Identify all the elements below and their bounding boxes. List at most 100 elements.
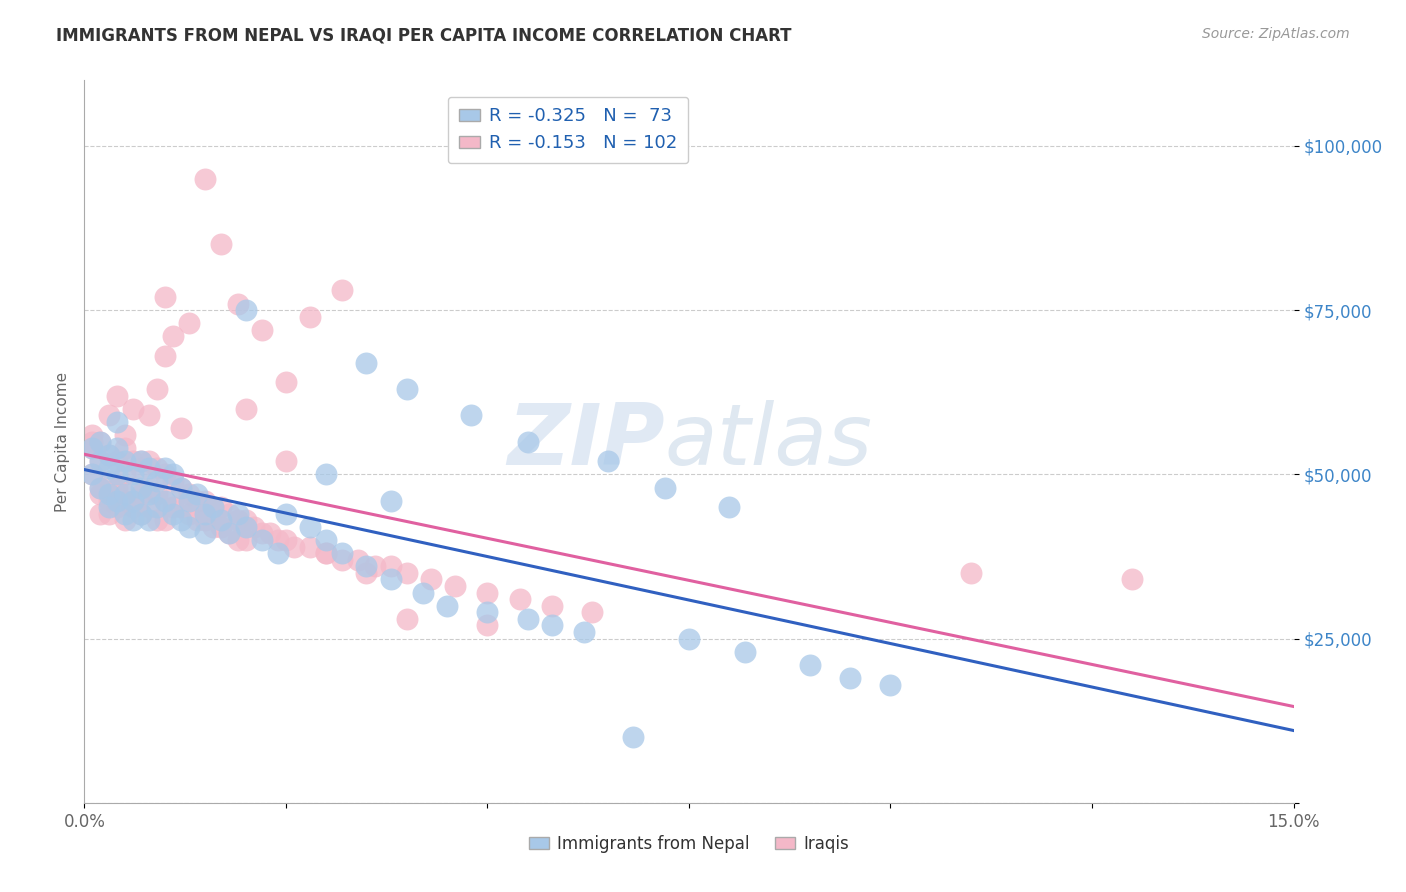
Point bbox=[121, 401, 143, 416]
Point bbox=[194, 526, 217, 541]
Point bbox=[121, 513, 143, 527]
Point bbox=[121, 454, 143, 468]
Point bbox=[799, 657, 821, 672]
Point bbox=[129, 454, 152, 468]
Point bbox=[678, 632, 700, 646]
Point bbox=[879, 677, 901, 691]
Point bbox=[194, 507, 217, 521]
Point bbox=[105, 388, 128, 402]
Point bbox=[105, 415, 128, 429]
Point bbox=[315, 533, 337, 547]
Point bbox=[218, 507, 240, 521]
Point bbox=[121, 481, 143, 495]
Point bbox=[718, 500, 741, 515]
Point bbox=[259, 526, 281, 541]
Point bbox=[146, 474, 169, 488]
Point bbox=[274, 454, 297, 468]
Point bbox=[235, 520, 257, 534]
Point bbox=[299, 310, 322, 324]
Point bbox=[129, 481, 152, 495]
Point bbox=[194, 513, 217, 527]
Point bbox=[105, 481, 128, 495]
Point bbox=[121, 493, 143, 508]
Point bbox=[226, 533, 249, 547]
Point bbox=[146, 513, 169, 527]
Point bbox=[114, 493, 136, 508]
Point bbox=[129, 487, 152, 501]
Point bbox=[162, 500, 184, 515]
Point bbox=[138, 513, 160, 527]
Point bbox=[138, 500, 160, 515]
Point bbox=[380, 559, 402, 574]
Point bbox=[516, 612, 538, 626]
Point bbox=[82, 441, 104, 455]
Point bbox=[581, 605, 603, 619]
Point bbox=[242, 520, 264, 534]
Point bbox=[420, 573, 443, 587]
Point bbox=[179, 507, 201, 521]
Point bbox=[162, 474, 184, 488]
Point bbox=[209, 500, 232, 515]
Point bbox=[82, 428, 104, 442]
Point bbox=[89, 487, 111, 501]
Point bbox=[202, 520, 225, 534]
Point bbox=[105, 493, 128, 508]
Point bbox=[162, 329, 184, 343]
Point bbox=[82, 467, 104, 482]
Point bbox=[153, 493, 176, 508]
Point bbox=[202, 500, 225, 515]
Point bbox=[202, 500, 225, 515]
Y-axis label: Per Capita Income: Per Capita Income bbox=[55, 371, 70, 512]
Point bbox=[105, 467, 128, 482]
Point bbox=[395, 612, 418, 626]
Point bbox=[839, 671, 862, 685]
Point bbox=[89, 434, 111, 449]
Point bbox=[267, 533, 290, 547]
Point bbox=[89, 454, 111, 468]
Point bbox=[114, 487, 136, 501]
Point bbox=[734, 645, 756, 659]
Point bbox=[226, 296, 249, 310]
Point bbox=[267, 546, 290, 560]
Point bbox=[235, 303, 257, 318]
Point bbox=[250, 533, 273, 547]
Point bbox=[395, 382, 418, 396]
Point bbox=[153, 460, 176, 475]
Point bbox=[97, 487, 120, 501]
Text: ZIP: ZIP bbox=[508, 400, 665, 483]
Point bbox=[97, 507, 120, 521]
Point bbox=[179, 487, 201, 501]
Point bbox=[209, 513, 232, 527]
Point bbox=[621, 730, 644, 744]
Point bbox=[598, 454, 620, 468]
Legend: Immigrants from Nepal, Iraqis: Immigrants from Nepal, Iraqis bbox=[522, 828, 856, 860]
Point bbox=[226, 513, 249, 527]
Point bbox=[129, 507, 152, 521]
Point bbox=[121, 467, 143, 482]
Point bbox=[250, 323, 273, 337]
Point bbox=[114, 454, 136, 468]
Point bbox=[209, 237, 232, 252]
Point bbox=[89, 454, 111, 468]
Point bbox=[477, 585, 499, 599]
Point bbox=[97, 460, 120, 475]
Point bbox=[218, 526, 240, 541]
Point bbox=[162, 467, 184, 482]
Point bbox=[356, 566, 378, 580]
Point bbox=[186, 513, 208, 527]
Point bbox=[315, 546, 337, 560]
Point bbox=[572, 625, 595, 640]
Point bbox=[97, 448, 120, 462]
Point bbox=[330, 553, 353, 567]
Point bbox=[129, 454, 152, 468]
Point bbox=[363, 559, 385, 574]
Point bbox=[477, 618, 499, 632]
Point bbox=[153, 349, 176, 363]
Point bbox=[97, 474, 120, 488]
Point bbox=[412, 585, 434, 599]
Point bbox=[356, 356, 378, 370]
Point bbox=[330, 284, 353, 298]
Point bbox=[274, 376, 297, 390]
Text: IMMIGRANTS FROM NEPAL VS IRAQI PER CAPITA INCOME CORRELATION CHART: IMMIGRANTS FROM NEPAL VS IRAQI PER CAPIT… bbox=[56, 27, 792, 45]
Point bbox=[235, 533, 257, 547]
